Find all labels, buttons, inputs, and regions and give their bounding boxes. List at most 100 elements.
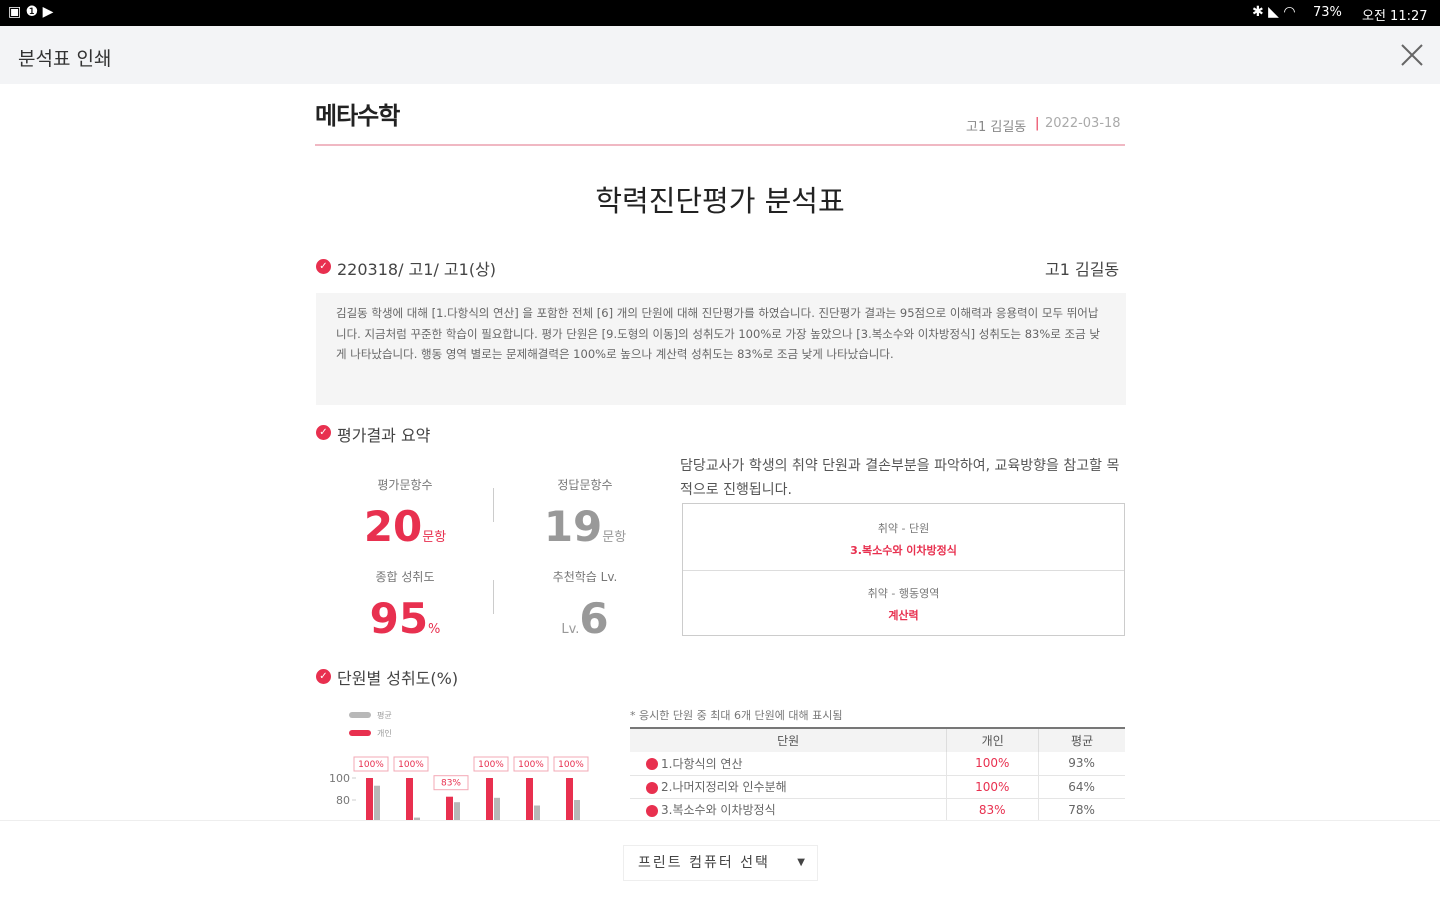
value-label: 100%: [558, 760, 584, 770]
value-label-box: [353, 756, 389, 772]
logo: 메타수학: [315, 102, 400, 130]
bar: [526, 778, 533, 820]
section-title: 단원별 성취도(%): [337, 669, 459, 688]
table-row: 1.다항식의 연산 100% 93%: [630, 752, 1125, 775]
weak-row: 취약 - 단원 3.복소수와 이차방정식: [683, 504, 1124, 571]
cell-text: 83%: [978, 802, 1006, 817]
status-bar: ▣ ❶ ▶ ✱ ◣ ◠ 73% 오전 11:27: [0, 0, 1440, 26]
value-label: 100%: [518, 760, 544, 770]
value-label: 100%: [478, 760, 504, 770]
check-icon: ✓: [316, 259, 331, 274]
weak-box: 취약 - 단원 3.복소수와 이차방정식 취약 - 행동영역 계산력: [682, 503, 1125, 636]
table-note: * 응시한 단원 중 최대 6개 단원에 대해 표시됨: [630, 709, 843, 722]
value-label-box: [513, 756, 549, 772]
student: 고1 김길동: [966, 120, 1027, 135]
stat-label: 평가문항수: [377, 478, 433, 492]
unit-table: 단원 개인 평균 1.다항식의 연산 100% 93% 2.나머지정리와 인수분해 100% 6…: [630, 727, 1125, 820]
stat-divider: [493, 488, 494, 522]
legend-swatch: [349, 712, 371, 718]
value-label: 100%: [358, 760, 384, 770]
battery: 73%: [1313, 5, 1342, 20]
table-cell: 100%: [946, 752, 1040, 775]
cell-text: 64%: [1068, 779, 1095, 794]
table-cell: 83%: [946, 798, 1040, 820]
stat-value: Lv.6: [561, 594, 609, 643]
y-tick-label: 100: [329, 772, 350, 785]
exam-info: 220318/ 고1/ 고1(상): [337, 260, 497, 279]
weak-label: 취약 - 단원: [877, 522, 930, 535]
signal-icons: ✱ ◣ ◠: [1252, 4, 1296, 20]
app-title: 분석표 인쇄: [18, 48, 112, 70]
stat-value: 19문항: [543, 502, 627, 551]
exam-student: 고1 김길동: [1045, 260, 1120, 279]
printer-select[interactable]: 프린트 컴퓨터 선택 ▼: [623, 845, 818, 881]
table-header: 단원 개인 평균: [630, 728, 1125, 752]
stat-divider: [493, 580, 494, 614]
bar: [374, 785, 380, 820]
dropdown-arrow: ▼: [797, 857, 807, 868]
cell-text: 3.복소수와 이차방정식: [661, 803, 776, 817]
row-icon: [646, 781, 658, 794]
note: 담당교사가 학생의 취약 단원과 결손부분을 파악하여, 교육방향을 참고할 목…: [680, 458, 1120, 498]
bar: [366, 778, 373, 820]
weak-label: 취약 - 행동영역: [867, 587, 940, 600]
table-cell: 78%: [1039, 798, 1125, 820]
table-row: 3.복소수와 이차방정식 83% 78%: [630, 798, 1125, 820]
value-label-box: [393, 756, 429, 772]
check-icon: ✓: [316, 669, 331, 684]
bar: [406, 778, 413, 820]
header-cell: 단원: [630, 728, 948, 752]
bar: [446, 796, 453, 820]
table-row: 2.나머지정리와 인수분해 100% 64%: [630, 775, 1125, 798]
divider: [315, 144, 1125, 146]
bar: [574, 800, 580, 820]
section-title: 평가결과 요약: [337, 426, 431, 445]
legend-label: 평균: [377, 710, 392, 720]
stat-label: 종합 성취도: [375, 570, 435, 584]
table-cell: 100%: [946, 775, 1040, 798]
row-icon: [646, 758, 658, 771]
cell-text: 78%: [1068, 802, 1095, 817]
header-cell: 개인: [946, 728, 1040, 752]
cell-text: 93%: [1068, 756, 1095, 771]
check-icon: ✓: [316, 425, 331, 440]
comment-box: 김길동 학생에 대해 [1.다항식의 연산] 을 포함한 전체 [6] 개의 단…: [316, 293, 1126, 405]
value-label-box: [433, 775, 469, 791]
value-label-box: [473, 756, 509, 772]
bar: [486, 778, 493, 820]
bar: [566, 778, 573, 820]
table-cell: 2.나머지정리와 인수분해: [630, 775, 948, 798]
weak-value: 계산력: [888, 609, 919, 622]
cell-text: 100%: [975, 756, 1010, 771]
cell-text: 100%: [975, 779, 1010, 794]
report-title: 학력진단평가 분석표: [595, 184, 845, 218]
clock: 오전 11:27: [1362, 9, 1428, 24]
status-icons: ▣ ❶ ▶: [8, 4, 54, 20]
y-tick-label: 80: [336, 794, 350, 807]
bar: [454, 802, 460, 820]
legend-label: 개인: [377, 728, 392, 738]
stat-value: 20문항: [363, 502, 447, 551]
stat-value: 95%: [369, 594, 441, 643]
row-icon: [646, 804, 658, 817]
table-cell: 1.다항식의 연산: [630, 752, 948, 775]
value-label: 83%: [441, 779, 461, 789]
date: 2022-03-18: [1045, 116, 1121, 131]
header-cell: 평균: [1071, 734, 1094, 748]
bar: [534, 805, 540, 820]
app-bar: 분석표 인쇄: [0, 26, 1440, 84]
table-cell: 93%: [1039, 752, 1125, 775]
stat-label: 정답문항수: [557, 478, 613, 492]
bar: [414, 817, 420, 820]
value-label-box: [553, 756, 589, 772]
printer-label: 프린트 컴퓨터 선택: [638, 855, 770, 871]
weak-row: 취약 - 행동영역 계산력: [683, 571, 1124, 623]
bottom-bar: 프린트 컴퓨터 선택 ▼: [0, 820, 1440, 901]
value-label: 100%: [398, 760, 424, 770]
cell-text: 1.다항식의 연산: [661, 756, 743, 771]
close-button[interactable]: [1400, 43, 1424, 67]
table-cell: 64%: [1039, 775, 1125, 798]
cell-text: 2.나머지정리와 인수분해: [661, 780, 787, 794]
